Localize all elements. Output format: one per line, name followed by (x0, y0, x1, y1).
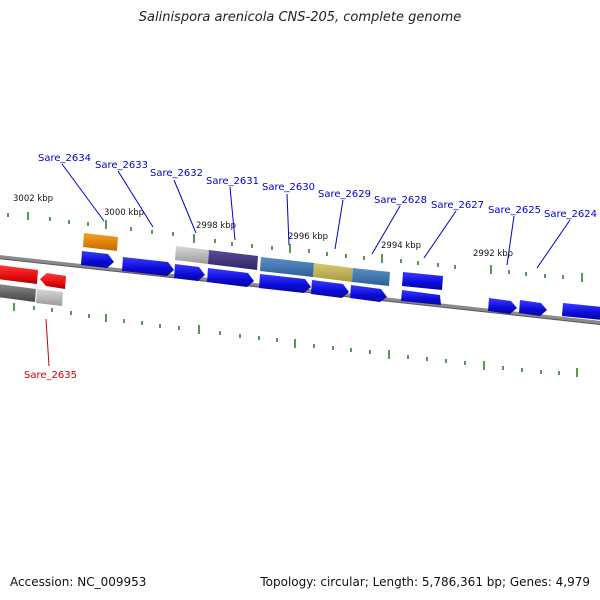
genome-summary: Topology: circular; Length: 5,786,361 bp… (260, 575, 590, 589)
feature-olive-2629[interactable] (313, 263, 353, 282)
gene-row-reverse (0, 265, 66, 306)
gene-arrow-2631[interactable] (207, 268, 254, 287)
gene-arrow-2628[interactable] (350, 285, 387, 302)
scale-label-2992: 2992 kbp (473, 249, 513, 259)
feature-row-upper (83, 233, 443, 290)
scale-label-3000: 3000 kbp (104, 208, 144, 218)
feature-gray-left[interactable] (36, 289, 63, 306)
feature-teal-2630[interactable] (260, 257, 314, 277)
feature-teal-2628[interactable] (352, 268, 390, 286)
gene-arrow-2627[interactable] (401, 290, 441, 305)
gene-labels: Sare_2634 Sare_2633 Sare_2632 Sare_2631 … (24, 153, 597, 381)
feature-gray-2632[interactable] (175, 246, 209, 264)
gene-arrow-2635[interactable] (40, 273, 66, 289)
gene-arrow-2633[interactable] (122, 257, 174, 276)
gene-arrow-2629[interactable] (311, 280, 349, 298)
scale-label-2998: 2998 kbp (196, 221, 236, 231)
scale-labels: 3002 kbp 3000 kbp 2998 kbp 2996 kbp 2994… (13, 194, 513, 259)
gene-label-sare-2632[interactable]: Sare_2632 (150, 168, 203, 179)
scale-label-3002: 3002 kbp (13, 194, 53, 204)
gene-arrow-2624a[interactable] (519, 300, 547, 316)
gene-label-sare-2627[interactable]: Sare_2627 (431, 200, 484, 211)
feature-orange[interactable] (83, 233, 118, 251)
gene-label-sare-2634[interactable]: Sare_2634 (38, 153, 91, 164)
scale-label-2994: 2994 kbp (381, 241, 421, 251)
gene-label-sare-2630[interactable]: Sare_2630 (262, 182, 315, 193)
gene-arrow-2624b[interactable] (562, 303, 600, 320)
gene-leader-lines (45, 163, 571, 367)
map-title: Salinispora arenicola CNS-205, complete … (138, 10, 462, 25)
scale-label-2996: 2996 kbp (288, 232, 328, 242)
gene-row-forward (81, 251, 600, 320)
gene-label-sare-2633[interactable]: Sare_2633 (95, 160, 148, 171)
gene-arrow-2630[interactable] (259, 274, 311, 293)
accession-label: Accession: NC_009953 (10, 575, 147, 589)
gene-label-sare-2629[interactable]: Sare_2629 (318, 189, 371, 200)
gene-arrow-2632[interactable] (174, 264, 205, 281)
feature-purple-2631[interactable] (208, 250, 258, 270)
gene-arrow-red-1[interactable] (0, 265, 38, 284)
gene-label-sare-2635[interactable]: Sare_2635 (24, 370, 77, 381)
gene-label-sare-2624[interactable]: Sare_2624 (544, 209, 597, 220)
gene-label-sare-2631[interactable]: Sare_2631 (206, 176, 259, 187)
scale-ticks-bottom (13, 303, 578, 377)
gene-arrow-2634[interactable] (81, 251, 114, 268)
gene-arrow-2625[interactable] (488, 298, 517, 314)
gene-label-sare-2625[interactable]: Sare_2625 (488, 205, 541, 216)
feature-blue-2627[interactable] (402, 272, 443, 290)
feature-dark-left[interactable] (0, 284, 36, 302)
scale-ticks-top (7, 212, 583, 282)
gene-label-sare-2628[interactable]: Sare_2628 (374, 195, 427, 206)
